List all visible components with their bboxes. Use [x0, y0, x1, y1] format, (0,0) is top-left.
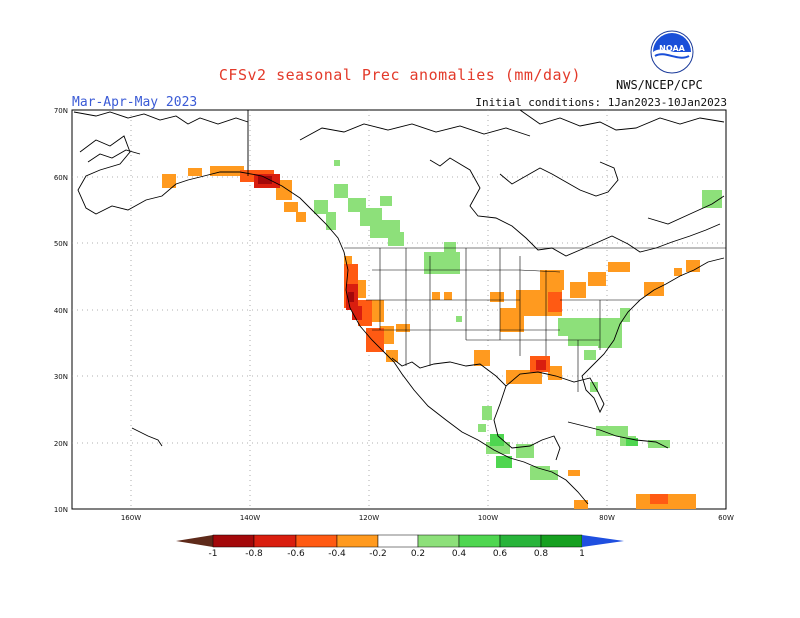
colorbar-labels: -1 -0.8 -0.6 -0.4 -0.2 0.2 0.4 0.6 0.8 1: [209, 549, 585, 559]
lat-label: 50N: [54, 240, 68, 248]
lat-label: 60N: [54, 174, 68, 182]
wet-anomaly-medium: [490, 434, 638, 468]
colorbar-label: 1: [579, 549, 585, 559]
lat-label: 70N: [54, 107, 68, 115]
svg-text:NOAA: NOAA: [659, 44, 685, 53]
colorbar: [176, 534, 624, 548]
state-borders: [344, 247, 726, 392]
colorbar-label: 0.6: [493, 549, 508, 559]
dry-anomaly-very-strong: [258, 176, 354, 302]
noaa-logo-icon: NOAA: [650, 30, 694, 74]
initial-conditions-label: Initial conditions: 1Jan2023-10Jan2023: [475, 96, 727, 109]
colorbar-label: -0.4: [328, 549, 346, 559]
lon-label: 160W: [121, 514, 141, 522]
colorbar-label: -1: [209, 549, 218, 559]
season-label: Mar-Apr-May 2023: [72, 95, 198, 110]
colorbar-right-arrow: [582, 535, 624, 547]
lat-label: 40N: [54, 307, 68, 315]
lon-label: 100W: [478, 514, 498, 522]
lat-label: 10N: [54, 506, 68, 514]
map-title: CFSv2 seasonal Prec anomalies (mm/day): [218, 66, 582, 84]
lon-label: 80W: [599, 514, 615, 522]
lat-label: 30N: [54, 373, 68, 381]
colorbar-label: -0.2: [369, 549, 387, 559]
colorbar-label: 0.8: [534, 549, 549, 559]
agency-label: NWS/NCEP/CPC: [616, 78, 703, 92]
colorbar-left-arrow: [176, 535, 213, 547]
colorbar-label: -0.6: [287, 549, 305, 559]
colorbar-label: 0.2: [411, 549, 425, 559]
coastlines: [73, 109, 725, 505]
longitude-labels: 160W 140W 120W 100W 80W 60W: [121, 514, 734, 522]
lat-label: 20N: [54, 440, 68, 448]
lon-label: 120W: [359, 514, 379, 522]
lon-label: 60W: [718, 514, 734, 522]
colorbar-label: -0.8: [245, 549, 263, 559]
colorbar-label: 0.4: [452, 549, 467, 559]
lon-label: 140W: [240, 514, 260, 522]
latitude-labels: 70N 60N 50N 40N 30N 20N 10N: [54, 107, 68, 514]
